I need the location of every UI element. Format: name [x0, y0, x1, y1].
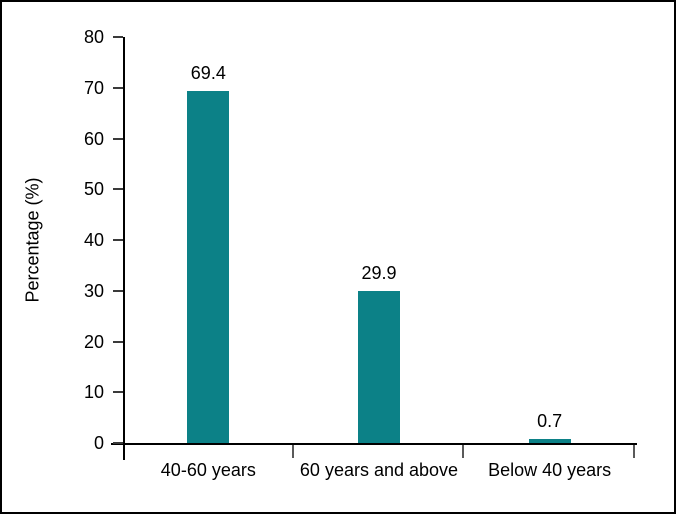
y-tick-label: 30 — [83, 280, 104, 301]
y-tick-mark — [113, 239, 123, 241]
y-tick-mark — [113, 137, 123, 140]
x-category-label: Below 40 years — [488, 460, 612, 480]
y-axis-title: Percentage (%) — [22, 177, 43, 303]
y-tick-label: 70 — [83, 77, 104, 98]
bar-3 — [528, 439, 571, 443]
y-tick-mark — [113, 391, 123, 394]
y-tick-mark — [113, 36, 123, 38]
bar-value-label: 0.7 — [537, 411, 563, 432]
x-axis-tick-mark — [291, 445, 294, 458]
x-axis-tick-mark — [462, 445, 465, 458]
x-category-label: 40-60 years — [160, 460, 256, 480]
y-tick-label: 80 — [83, 27, 104, 47]
y-tick-mark — [113, 442, 123, 444]
y-tick-mark — [113, 188, 123, 191]
y-tick-label: 20 — [83, 331, 104, 352]
x-category-label: 60 years and above — [299, 460, 459, 480]
y-tick-mark — [113, 86, 123, 89]
bar-value-label: 29.9 — [361, 263, 397, 284]
x-axis-line — [111, 443, 637, 445]
bar-2 — [358, 291, 400, 443]
x-axis-tick-mark — [633, 445, 635, 458]
y-tick-mark — [113, 289, 123, 292]
bar-value-label: 69.4 — [190, 62, 226, 83]
y-tick-label: 0 — [93, 433, 104, 453]
y-tick-label: 40 — [83, 230, 104, 250]
y-axis-line — [123, 37, 125, 460]
y-tick-label: 60 — [83, 128, 104, 149]
y-tick-label: 10 — [83, 382, 104, 403]
y-tick-mark — [113, 340, 123, 343]
bar-1 — [187, 90, 230, 443]
y-tick-label: 50 — [83, 179, 104, 200]
